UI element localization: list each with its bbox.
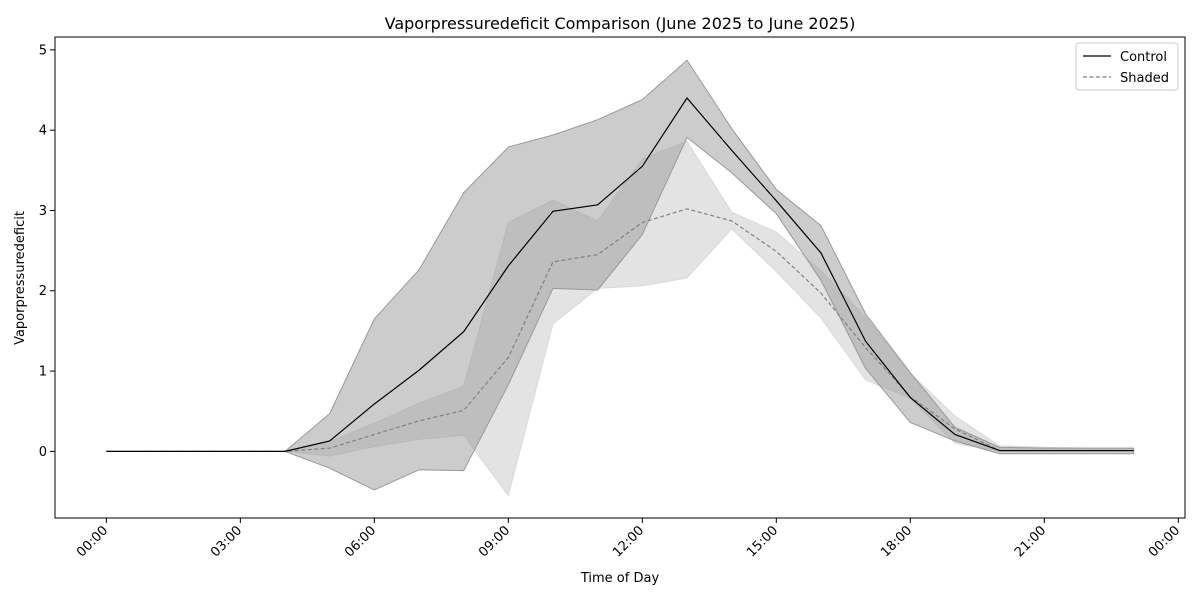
data-point-control [328,439,332,443]
data-point-control [685,96,689,100]
x-axis-ticks: 00:00 03:00 06:00 09:00 12:00 15:00 18:00 21:00… [74,518,1183,560]
data-point-control [864,339,868,343]
data-point-control [283,449,287,453]
data-point-control [908,396,912,400]
data-point-control [194,449,198,453]
legend-label-shaded: Shaded [1120,71,1169,86]
data-point-shaded [685,207,689,211]
data-point-shaded [640,220,644,224]
data-point-shaded [328,446,332,450]
y-tick-label: 2 [39,284,47,299]
legend-frame [1075,42,1179,91]
data-point-control [238,449,242,453]
series-line-control [106,97,1134,452]
y-tick-label: 3 [39,204,47,219]
data-point-control [998,449,1002,453]
data-point-control [730,148,734,152]
data-point-control [462,330,466,334]
chart-title: Vaporpressuredeficit Comparison (June 20… [385,14,856,33]
y-tick-label: 1 [39,365,47,380]
data-point-shaded [417,419,421,423]
data-point-shaded [953,427,957,431]
x-tick-label: 00:00 [74,523,111,560]
data-point-control [596,203,600,207]
data-point-control [149,449,153,453]
data-point-shaded [506,355,510,359]
data-point-shaded [551,260,555,264]
x-tick-label: 18:00 [878,523,915,560]
data-point-control [104,449,108,453]
data-point-control [1087,449,1091,453]
y-axis-label: Vaporpressuredeficit [13,211,28,345]
x-tick-label: 09:00 [476,523,513,560]
y-tick-label: 5 [39,43,47,58]
data-point-control [1042,449,1046,453]
data-point-control [819,251,823,255]
data-point-shaded [774,249,778,253]
y-tick-label: 4 [39,124,47,139]
x-tick-label: 15:00 [744,523,781,560]
data-point-control [551,209,555,213]
data-point-control [774,199,778,203]
y-tick-label: 0 [39,445,47,460]
data-point-control [372,402,376,406]
legend-label-control: Control [1120,50,1167,65]
data-point-shaded [462,408,466,412]
x-tick-label: 06:00 [342,523,379,560]
data-point-shaded [596,253,600,257]
data-point-shaded [730,219,734,223]
x-tick-label: 12:00 [610,523,647,560]
x-axis-label: Time of Day [580,571,660,586]
x-tick-label: 21:00 [1012,523,1049,560]
data-point-control [640,164,644,168]
x-tick-label: 03:00 [208,523,245,560]
data-point-shaded [864,346,868,350]
data-point-control [506,264,510,268]
data-point-control [1132,449,1136,453]
series-lines [104,96,1136,453]
y-axis-ticks: 0 1 2 3 4 5 [39,43,55,460]
data-point-control [417,368,421,372]
plot-frame [54,36,1186,519]
data-point-shaded [819,291,823,295]
legend: Control Shaded [1075,42,1179,91]
confidence-bands [106,59,1135,497]
data-point-shaded [372,432,376,436]
x-tick-label: 00:00 [1146,523,1183,560]
data-point-control [953,432,957,436]
